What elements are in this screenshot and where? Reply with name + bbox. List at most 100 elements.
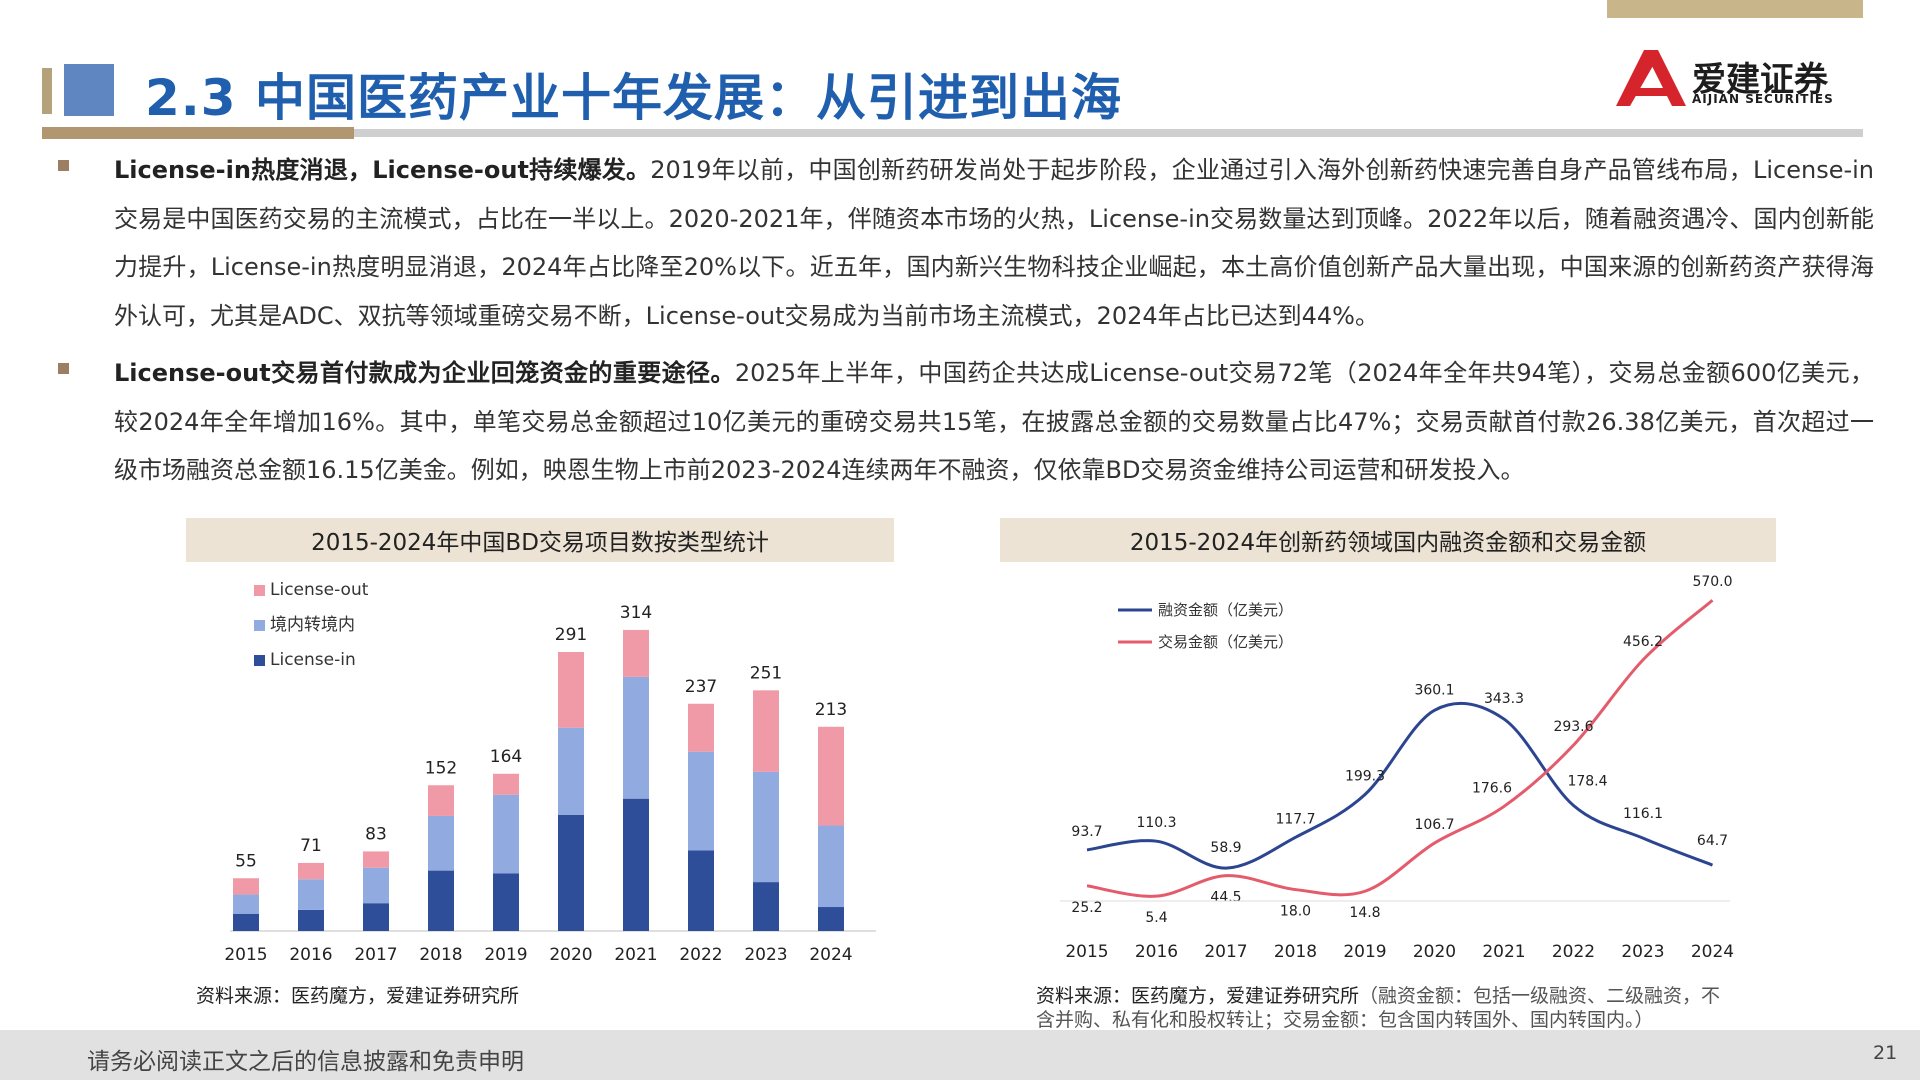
page-title: 2.3 中国医药产业十年发展：从引进到出海 xyxy=(145,69,1122,127)
bar-segment xyxy=(818,726,844,826)
header-rule-grey xyxy=(354,129,1863,137)
legend-swatch xyxy=(254,620,265,631)
data-label: 117.7 xyxy=(1275,811,1315,827)
x-tick-label: 2017 xyxy=(354,945,397,965)
bar-segment xyxy=(233,878,259,895)
x-tick-label: 2023 xyxy=(744,945,787,965)
bar-segment xyxy=(688,703,714,752)
data-label: 343.3 xyxy=(1484,691,1524,707)
data-label: 18.0 xyxy=(1280,904,1311,920)
logo-chinese-name: 爱建证券 xyxy=(1692,60,1828,100)
bar-segment xyxy=(363,851,389,868)
bar-total-label: 213 xyxy=(815,700,847,720)
x-tick-label: 2021 xyxy=(614,945,657,965)
footer-bar xyxy=(0,1030,1920,1080)
bar-segment xyxy=(753,771,779,883)
bar-segment xyxy=(233,913,259,931)
logo-english-name: AIJIAN SECURITIES xyxy=(1692,92,1834,106)
bar-segment xyxy=(363,903,389,931)
data-label: 58.9 xyxy=(1210,840,1241,856)
bar-segment xyxy=(233,894,259,914)
x-tick-label: 2020 xyxy=(549,945,592,965)
bar-total-label: 237 xyxy=(685,677,717,697)
bullet-body: 2019年以前，中国创新药研发尚处于起步阶段，企业通过引入海外创新药快速完善自身… xyxy=(114,156,1874,330)
x-tick-label: 2019 xyxy=(484,945,527,965)
legend-label: 境内转境内 xyxy=(270,615,355,635)
data-label: 360.1 xyxy=(1414,682,1454,698)
bar-segment xyxy=(688,751,714,851)
series-line xyxy=(1086,701,1714,870)
bar-segment xyxy=(753,882,779,931)
left-chart-source: 资料来源：医药魔方，爱建证券研究所 xyxy=(196,985,520,1007)
title-blue-square xyxy=(64,64,114,116)
data-label: 293.6 xyxy=(1553,719,1593,735)
bullet-body: 2025年上半年，中国药企共达成License-out交易72笔（2024年全年… xyxy=(114,359,1874,484)
x-tick-label: 2022 xyxy=(679,945,722,965)
x-tick-label: 2024 xyxy=(1691,942,1734,962)
bar-segment xyxy=(298,879,324,910)
legend-swatch xyxy=(254,585,265,596)
x-tick-label: 2020 xyxy=(1413,942,1456,962)
bar-segment xyxy=(623,798,649,931)
bar-segment xyxy=(363,867,389,904)
bar-segment xyxy=(818,825,844,908)
bullet-square-icon xyxy=(58,160,69,171)
bar-total-label: 83 xyxy=(365,824,387,844)
bar-total-label: 251 xyxy=(750,663,782,683)
bar-segment xyxy=(558,651,584,728)
x-tick-label: 2022 xyxy=(1552,942,1595,962)
data-label: 64.7 xyxy=(1697,833,1728,849)
bar-segment xyxy=(298,862,324,880)
x-tick-label: 2015 xyxy=(1065,942,1108,962)
x-tick-label: 2017 xyxy=(1204,942,1247,962)
series-line xyxy=(1086,599,1714,898)
bar-segment xyxy=(428,785,454,816)
bar-segment xyxy=(493,794,519,874)
legend-label: License-out xyxy=(270,580,369,600)
top-accent-tab xyxy=(1607,0,1863,18)
x-tick-label: 2018 xyxy=(1274,942,1317,962)
legend-label: License-in xyxy=(270,650,356,670)
x-tick-label: 2023 xyxy=(1621,942,1664,962)
x-tick-label: 2024 xyxy=(809,945,852,965)
x-tick-label: 2021 xyxy=(1482,942,1525,962)
bar-segment xyxy=(753,690,779,772)
bullet-lead: License-in热度消退，License-out持续爆发。 xyxy=(114,156,651,184)
bar-total-label: 152 xyxy=(425,758,457,778)
bullet-lead: License-out交易首付款成为企业回笼资金的重要途径。 xyxy=(114,359,735,387)
financing-deal-line-chart: 93.7 110.3 58.9 117.7 199.3 360.1 343.3 178.4 11… xyxy=(1060,574,1734,962)
data-label: 199.3 xyxy=(1345,769,1385,785)
bar-total-label: 291 xyxy=(555,625,587,645)
bar-total-label: 314 xyxy=(620,603,652,623)
bar-total-label: 55 xyxy=(235,851,257,871)
bd-deal-bar-chart: 55 2015 71 2016 83 2017 152 2018 164 2019 291 2020 3… xyxy=(224,580,876,965)
bar-segment xyxy=(623,676,649,799)
title-gold-bar xyxy=(42,68,52,114)
header-rule-gold xyxy=(42,127,354,139)
bar-segment xyxy=(298,909,324,931)
right-chart-source: 资料来源：医药魔方，爱建证券研究所（融资金额：包括一级融资、二级融资，不含并购、… xyxy=(1036,984,1736,1032)
data-label: 93.7 xyxy=(1071,824,1102,840)
legend-label: 交易金额（亿美元） xyxy=(1158,633,1293,651)
footer-disclaimer: 请务必阅读正文之后的信息披露和免责申明 xyxy=(87,1049,524,1075)
bullet-paragraph: License-out交易首付款成为企业回笼资金的重要途径。2025年上半年，中… xyxy=(114,349,1874,495)
right-source-note: （融资金额：包括一级融资、二级融资，不含并购、私有化和股权转让；交易金额：包含国… xyxy=(1036,985,1721,1031)
bar-segment xyxy=(493,873,519,931)
data-label: 116.1 xyxy=(1623,806,1663,822)
bar-segment xyxy=(428,815,454,871)
bar-segment xyxy=(558,814,584,931)
data-label: 25.2 xyxy=(1071,900,1102,916)
bullet-paragraph: License-in热度消退，License-out持续爆发。2019年以前，中… xyxy=(114,146,1874,340)
bar-segment xyxy=(623,629,649,677)
right-chart-heading: 2015-2024年创新药领域国内融资金额和交易金额 xyxy=(1000,518,1776,562)
bar-segment xyxy=(428,870,454,931)
x-tick-label: 2018 xyxy=(419,945,462,965)
aijian-logo-icon xyxy=(1616,50,1686,106)
data-label: 176.6 xyxy=(1472,780,1512,796)
company-logo: 爱建证券 AIJIAN SECURITIES xyxy=(1614,50,1870,110)
data-label: 110.3 xyxy=(1136,815,1176,831)
x-tick-label: 2016 xyxy=(289,945,332,965)
data-label: 178.4 xyxy=(1567,773,1607,789)
legend-label: 融资金额（亿美元） xyxy=(1158,601,1293,619)
x-tick-label: 2015 xyxy=(224,945,267,965)
